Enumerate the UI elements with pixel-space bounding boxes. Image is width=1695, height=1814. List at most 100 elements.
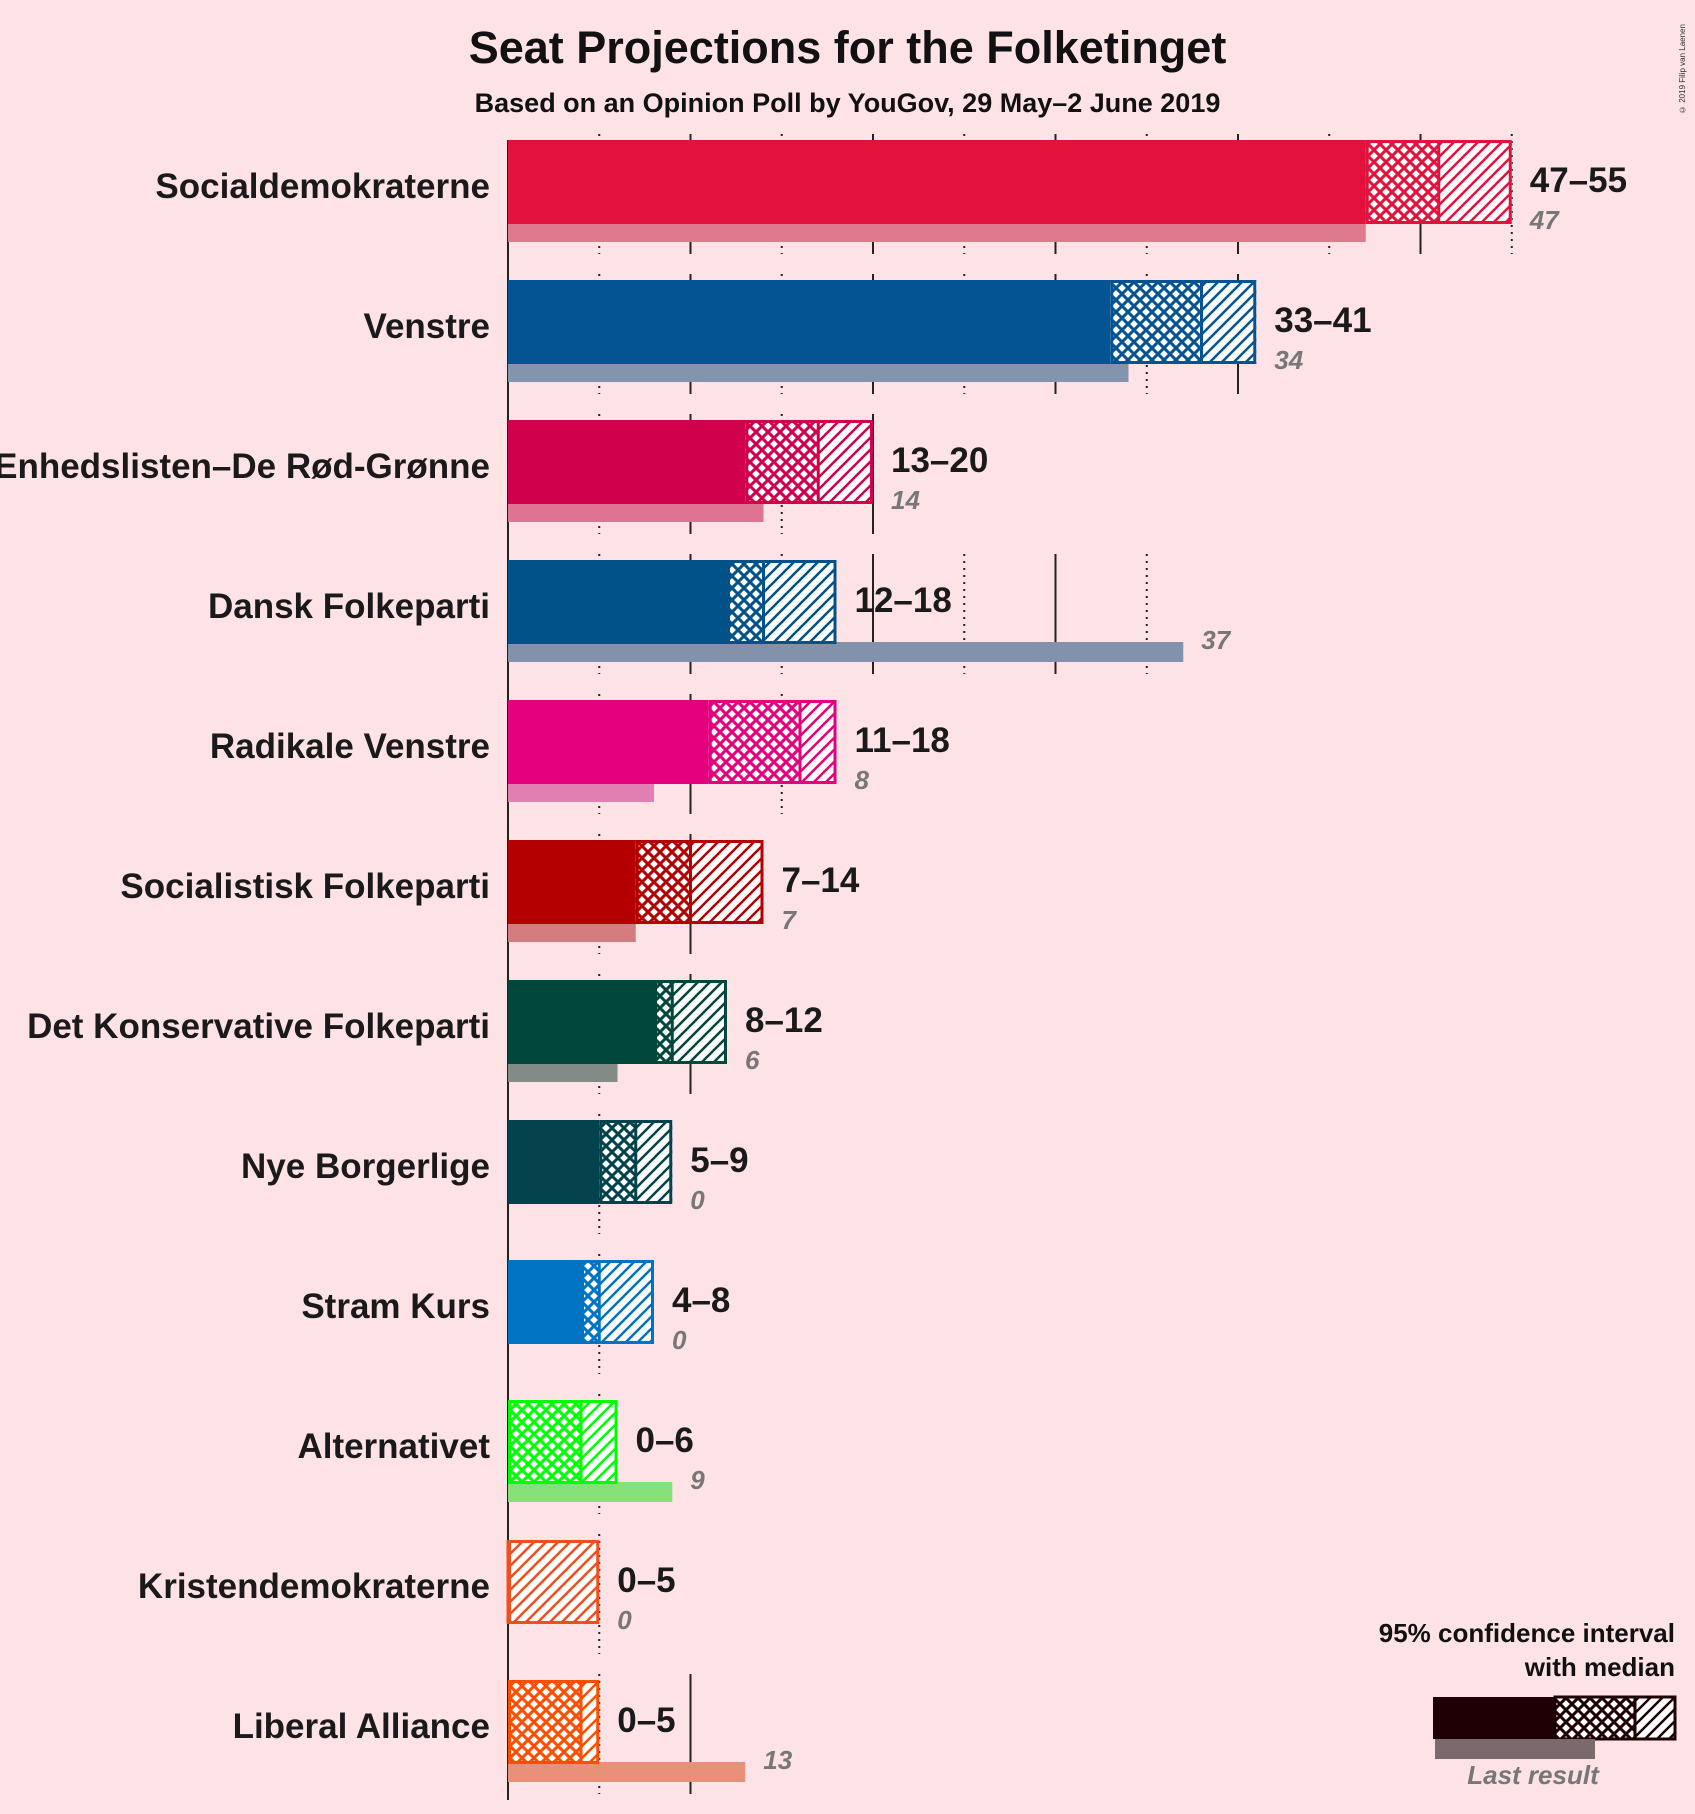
party-label: Dansk Folkeparti	[208, 587, 490, 626]
range-label: 4–8	[672, 1281, 730, 1320]
chart-title: Seat Projections for the Folketinget	[468, 22, 1227, 73]
last-result-label: 0	[672, 1325, 687, 1355]
range-label: 33–41	[1274, 301, 1371, 340]
legend-line-1: 95% confidence interval	[1379, 1618, 1675, 1648]
party-row: Socialdemokraterne 47–55 47	[155, 140, 1627, 242]
party-row: Det Konservative Folkeparti 8–12 6	[27, 980, 823, 1082]
ci-outline	[508, 1680, 600, 1764]
ci-solid-bar	[508, 840, 636, 924]
party-label: Det Konservative Folkeparti	[27, 1007, 490, 1046]
last-result-label: 13	[763, 1745, 792, 1775]
legend-last-result-swatch	[1435, 1739, 1595, 1759]
last-result-bar	[508, 642, 1184, 662]
party-row: Dansk Folkeparti 12–18 37	[208, 560, 1232, 662]
range-label: 5–9	[690, 1141, 748, 1180]
party-bars: Socialdemokraterne 47–55 47 Venstre 33–41 34 E…	[0, 140, 1627, 1782]
last-result-bar	[508, 1062, 618, 1082]
range-label: 8–12	[745, 1001, 823, 1040]
party-row: Enhedslisten–De Rød-Grønne 13–20 14	[0, 420, 988, 522]
party-label: Liberal Alliance	[233, 1707, 490, 1746]
ci-upper-hatch	[672, 980, 727, 1064]
party-row: Venstre 33–41 34	[364, 280, 1372, 382]
ci-outline	[1110, 280, 1257, 364]
ci-lower-hatch	[654, 980, 673, 1064]
party-row: Stram Kurs 4–8 0	[301, 1260, 730, 1355]
ci-lower-hatch	[599, 1120, 636, 1204]
party-label: Kristendemokraterne	[138, 1567, 490, 1606]
ci-upper-hatch	[635, 1120, 673, 1204]
last-result-label: 34	[1274, 345, 1303, 375]
last-result-bar	[508, 1762, 746, 1782]
range-label: 47–55	[1530, 161, 1627, 200]
ci-outline	[635, 840, 764, 924]
last-result-label: 8	[855, 765, 870, 795]
ci-lower-hatch	[727, 560, 764, 644]
legend-last-result-label: Last result	[1467, 1760, 1600, 1790]
last-result-label: 6	[745, 1045, 760, 1075]
ci-upper-hatch	[581, 1400, 618, 1484]
ci-outline	[745, 420, 873, 504]
ci-lower-hatch	[508, 1680, 581, 1764]
ci-outline	[708, 700, 837, 784]
gridlines	[507, 134, 1513, 1800]
ci-lower-hatch	[708, 700, 800, 784]
ci-solid-bar	[508, 420, 746, 504]
ci-upper-hatch	[1438, 140, 1512, 224]
ci-outline	[581, 1260, 654, 1344]
ci-solid-bar	[508, 700, 709, 784]
legend-upper-swatch	[1633, 1695, 1677, 1741]
last-result-label: 9	[690, 1465, 705, 1495]
range-label: 0–5	[617, 1561, 675, 1600]
ci-solid-bar	[508, 1120, 600, 1204]
ci-upper-hatch	[800, 700, 837, 784]
ci-lower-hatch	[1110, 280, 1202, 364]
ci-upper-hatch	[581, 1680, 600, 1764]
last-result-label: 0	[690, 1185, 705, 1215]
ci-solid-bar	[508, 280, 1111, 364]
ci-outline	[654, 980, 727, 1064]
range-label: 13–20	[891, 441, 988, 480]
party-label: Stram Kurs	[301, 1287, 490, 1326]
range-label: 12–18	[855, 581, 952, 620]
party-label: Nye Borgerlige	[241, 1147, 490, 1186]
last-result-bar	[508, 362, 1129, 382]
legend: 95% confidence interval with median Last…	[1379, 1618, 1677, 1790]
ci-solid-bar	[508, 980, 654, 1064]
ci-solid-bar	[508, 140, 1366, 224]
party-label: Alternativet	[297, 1427, 490, 1466]
last-result-label: 14	[891, 485, 920, 515]
party-row: Kristendemokraterne 0–5 0	[138, 1540, 676, 1635]
party-label: Enhedslisten–De Rød-Grønne	[0, 447, 490, 486]
ci-lower-hatch	[508, 1400, 581, 1484]
last-result-label: 37	[1201, 625, 1231, 655]
ci-lower-hatch	[635, 840, 691, 924]
ci-outline	[727, 560, 837, 644]
party-label: Socialdemokraterne	[155, 167, 490, 206]
party-row: Liberal Alliance 0–5 13	[233, 1680, 793, 1782]
last-result-bar	[508, 502, 764, 522]
legend-median-swatch	[1553, 1695, 1637, 1741]
last-result-bar	[508, 222, 1366, 242]
ci-upper-hatch	[763, 560, 837, 644]
last-result-label: 47	[1529, 205, 1560, 235]
party-row: Nye Borgerlige 5–9 0	[241, 1120, 749, 1215]
ci-upper-hatch	[599, 1260, 654, 1344]
range-label: 0–5	[617, 1701, 675, 1740]
party-row: Radikale Venstre 11–18 8	[210, 700, 950, 802]
ci-lower-hatch	[581, 1260, 600, 1344]
last-result-bar	[508, 782, 654, 802]
ci-upper-hatch	[508, 1540, 600, 1624]
ci-solid-bar	[508, 560, 727, 644]
ci-outline	[508, 1400, 618, 1484]
range-label: 0–6	[636, 1421, 694, 1460]
last-result-bar	[508, 922, 636, 942]
ci-upper-hatch	[690, 840, 764, 924]
party-row: Alternativet 0–6 9	[297, 1400, 705, 1502]
chart-subtitle: Based on an Opinion Poll by YouGov, 29 M…	[474, 88, 1221, 118]
party-row: Socialistisk Folkeparti 7–14 7	[120, 840, 860, 942]
last-result-bar	[508, 1482, 673, 1502]
last-result-label: 0	[617, 1605, 632, 1635]
legend-line-2: with median	[1524, 1652, 1675, 1682]
party-label: Radikale Venstre	[210, 727, 490, 766]
